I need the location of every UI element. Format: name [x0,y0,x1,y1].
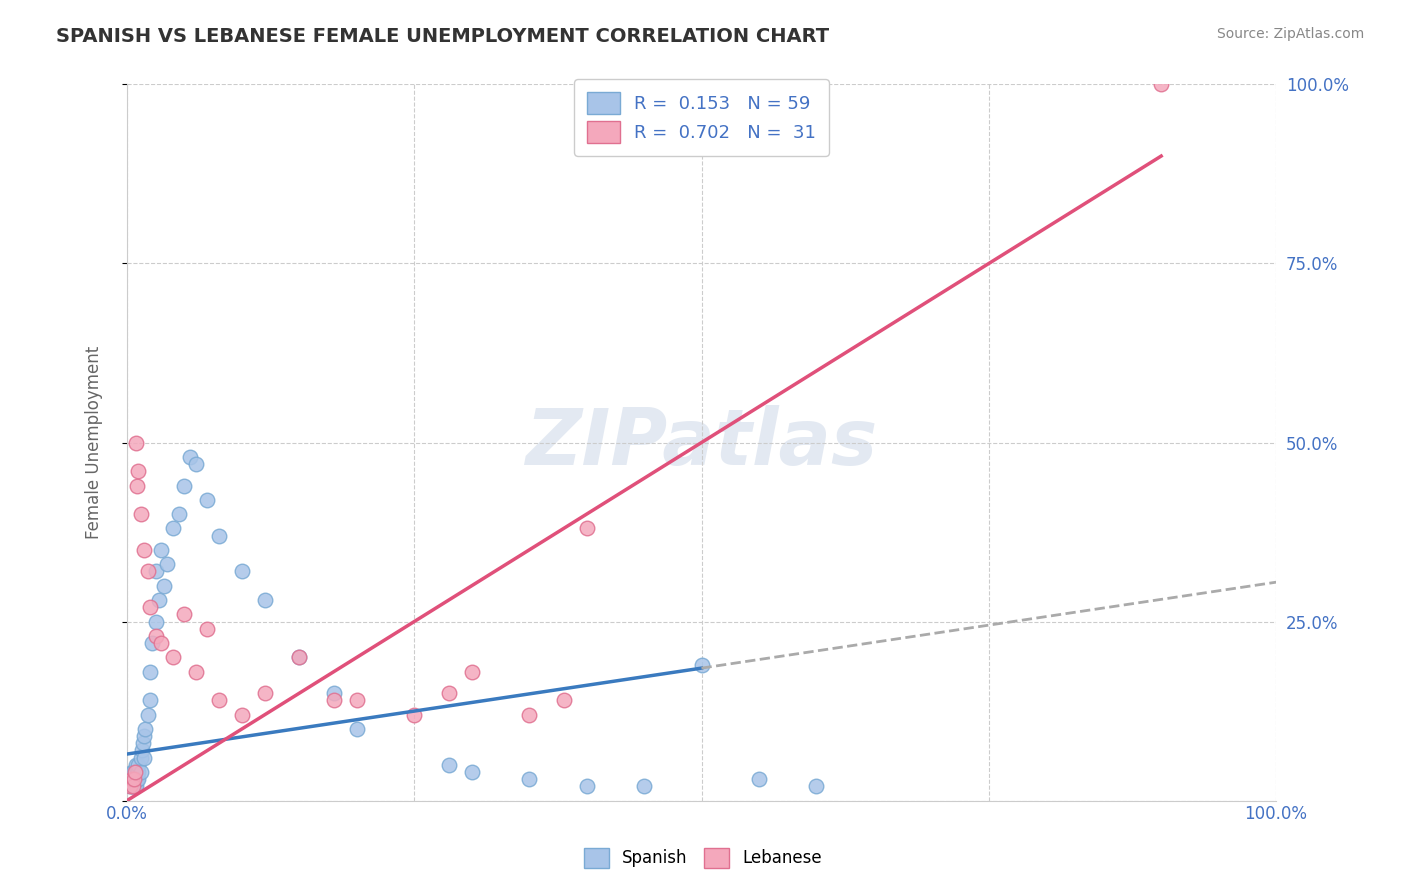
Point [121,779,143,793]
Point [124,764,146,779]
Text: Source: ZipAtlas.com: Source: ZipAtlas.com [1216,27,1364,41]
Point [145,629,167,643]
Point [120,772,142,786]
Text: ZIPatlas: ZIPatlas [526,405,877,481]
Point [139,665,162,679]
Point [288,650,311,665]
Point [127,772,149,786]
Point [184,457,207,471]
Point [127,757,149,772]
Point [124,772,146,786]
Point [129,750,152,764]
Point [136,707,159,722]
Legend: Spanish, Lebanese: Spanish, Lebanese [576,841,830,875]
Point [134,729,156,743]
Point [125,435,148,450]
Point [460,665,482,679]
Point [184,665,207,679]
Point [1150,78,1173,92]
Point [253,686,276,700]
Point [346,693,368,707]
Point [690,657,713,672]
Point [167,507,190,521]
Point [322,693,344,707]
Point [122,779,145,793]
Point [231,707,253,722]
Point [121,772,143,786]
Point [633,779,655,793]
Point [208,528,231,542]
Point [145,615,167,629]
Point [179,450,201,464]
Point [129,507,152,521]
Point [575,779,598,793]
Point [122,772,145,786]
Point [134,750,156,764]
Point [322,686,344,700]
Point [162,521,184,535]
Point [139,693,162,707]
Point [124,764,146,779]
Point [575,521,598,535]
Legend: R =  0.153   N = 59, R =  0.702   N =  31: R = 0.153 N = 59, R = 0.702 N = 31 [575,79,828,156]
Point [253,593,276,607]
Point [134,543,156,558]
Point [437,757,460,772]
Point [125,757,148,772]
Point [129,764,152,779]
Point [404,707,426,722]
Point [125,772,148,786]
Point [120,779,142,793]
Point [162,650,184,665]
Y-axis label: Female Unemployment: Female Unemployment [86,346,103,539]
Point [132,736,155,750]
Point [127,464,149,478]
Point [231,565,253,579]
Point [517,707,540,722]
Point [553,693,575,707]
Point [195,492,218,507]
Point [121,779,143,793]
Point [208,693,231,707]
Point [136,565,159,579]
Point [121,779,143,793]
Point [150,636,173,650]
Point [127,764,149,779]
Point [152,579,174,593]
Point [121,772,143,786]
Point [131,743,153,757]
Text: SPANISH VS LEBANESE FEMALE UNEMPLOYMENT CORRELATION CHART: SPANISH VS LEBANESE FEMALE UNEMPLOYMENT … [56,27,830,45]
Point [156,558,179,572]
Point [460,764,482,779]
Point [141,636,163,650]
Point [121,764,143,779]
Point [127,772,149,786]
Point [122,772,145,786]
Point [139,600,162,615]
Point [127,478,149,492]
Point [127,764,149,779]
Point [148,593,170,607]
Point [806,779,828,793]
Point [134,722,156,736]
Point [122,775,145,789]
Point [173,478,195,492]
Point [346,722,368,736]
Point [120,779,142,793]
Point [124,779,146,793]
Point [195,622,218,636]
Point [748,772,770,786]
Point [288,650,311,665]
Point [121,772,143,786]
Point [517,772,540,786]
Point [121,764,143,779]
Point [437,686,460,700]
Point [125,779,148,793]
Point [145,565,167,579]
Point [150,543,173,558]
Point [173,607,195,622]
